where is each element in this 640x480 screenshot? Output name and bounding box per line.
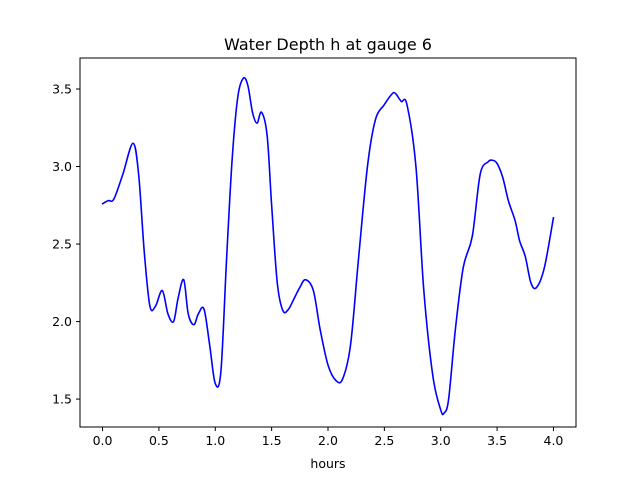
y-tick-label: 2.5 xyxy=(52,237,72,252)
y-axis: 1.5 2.0 2.5 3.0 3.5 xyxy=(52,82,80,407)
x-tick-label: 1.5 xyxy=(262,433,282,448)
y-tick-label: 1.5 xyxy=(52,392,72,407)
chart-title: Water Depth h at gauge 6 xyxy=(224,35,432,54)
x-axis: 0.0 0.5 1.0 1.5 2.0 2.5 3.0 3.5 4.0 xyxy=(93,427,564,448)
x-axis-label: hours xyxy=(310,456,345,471)
x-tick-label: 0.0 xyxy=(93,433,113,448)
x-tick-label: 1.0 xyxy=(205,433,225,448)
x-tick-label: 3.0 xyxy=(431,433,451,448)
plot-area xyxy=(101,76,555,416)
x-tick-label: 2.0 xyxy=(318,433,338,448)
y-tick-label: 3.0 xyxy=(52,159,72,174)
y-tick-label: 3.5 xyxy=(52,82,72,97)
y-tick-label: 2.0 xyxy=(52,314,72,329)
x-tick-label: 3.5 xyxy=(487,433,507,448)
x-tick-label: 2.5 xyxy=(374,433,394,448)
x-tick-label: 4.0 xyxy=(544,433,564,448)
series-line xyxy=(101,76,555,416)
x-tick-label: 0.5 xyxy=(149,433,169,448)
